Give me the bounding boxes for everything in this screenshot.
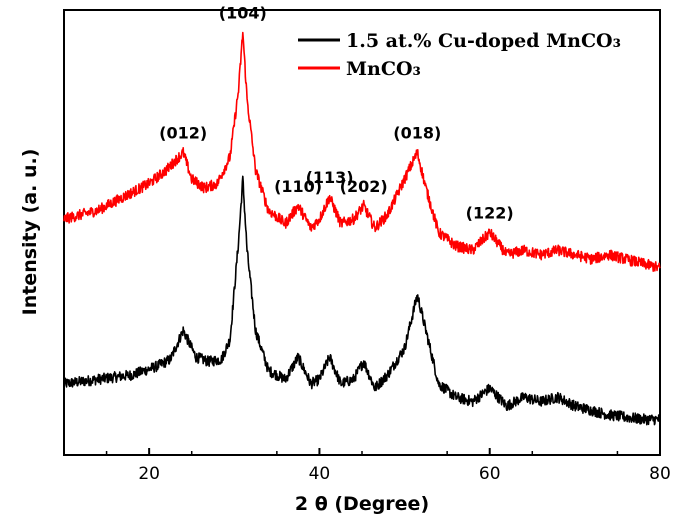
legend: 1.5 at.% Cu-doped MnCO₃ MnCO₃ (298, 30, 621, 80)
series-line-0 (63, 175, 661, 426)
series-layer (63, 31, 661, 426)
peak-label-6: (122) (466, 204, 514, 223)
annotation-layer: (012) (104) (110)(113)(202) (018) (122) (159, 3, 514, 222)
peak-label-1: (104) (219, 3, 267, 22)
peak-label-2: (110) (274, 177, 322, 196)
x-axis-title: 2 θ (Degree) (295, 493, 429, 515)
x-tick-label-2: 60 (479, 464, 501, 484)
tick-layer: 20 40 60 80 (105, 448, 671, 484)
peak-label-3: (113) (306, 168, 354, 187)
peak-label-5: (018) (393, 123, 441, 142)
legend-label-mnco3: MnCO₃ (346, 58, 421, 80)
series-line-1 (63, 31, 661, 272)
peak-label-0: (012) (159, 123, 207, 142)
x-tick-label-3: 80 (649, 464, 671, 484)
x-tick-label-1: 40 (309, 464, 331, 484)
y-axis-title: Intensity (a. u.) (19, 149, 41, 316)
legend-label-cu-doped: 1.5 at.% Cu-doped MnCO₃ (346, 30, 621, 52)
x-tick-label-0: 20 (138, 464, 160, 484)
peak-label-4: (202) (340, 177, 388, 196)
